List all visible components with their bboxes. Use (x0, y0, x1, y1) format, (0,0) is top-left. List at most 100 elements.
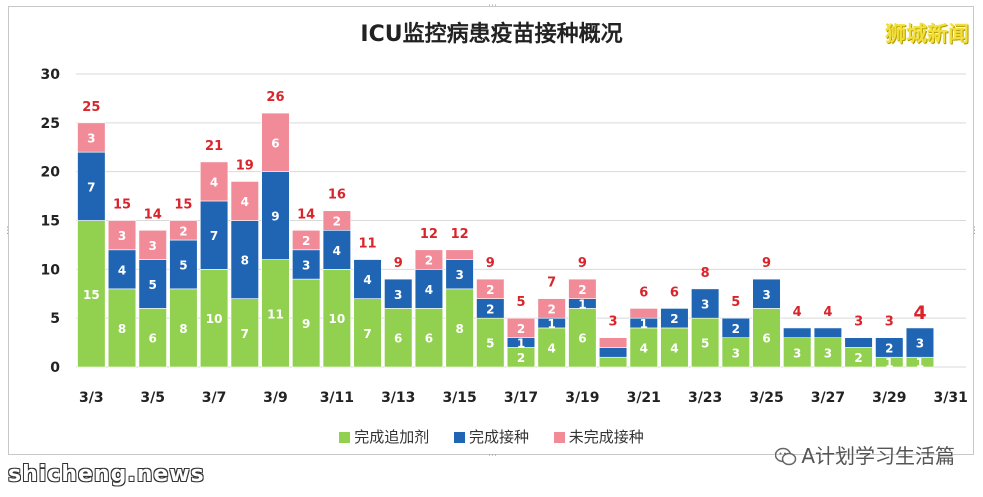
bar-total-label: 4 (823, 305, 832, 320)
bar-total-label: 16 (328, 188, 346, 203)
x-tick-label: 3/17 (504, 390, 538, 406)
bar-data-label: 1 (548, 317, 556, 331)
bar-segment (169, 288, 198, 368)
x-tick-label: 3/29 (872, 390, 906, 406)
bar-total-label: 14 (144, 207, 162, 222)
bar-segment (77, 220, 106, 368)
legend-label-booster: 完成追加剂 (354, 428, 430, 446)
bar-segment (905, 327, 935, 358)
bar-segment (414, 308, 444, 368)
bar-data-label: 6 (578, 332, 586, 346)
bar-segment (629, 327, 658, 368)
bar-segment (230, 181, 259, 221)
bar-segment (629, 308, 658, 319)
bar-segment (660, 327, 689, 368)
bar-data-label: 3 (149, 239, 157, 253)
bar-data-label: 8 (455, 322, 463, 336)
bar-total-label: 3 (854, 315, 863, 330)
bar-total-label: 3 (609, 315, 618, 330)
bar-segment (445, 259, 474, 290)
bar-segment (353, 259, 382, 299)
y-tick-label: 0 (50, 360, 60, 376)
bar-data-label: 1 (640, 317, 648, 331)
bar-data-label: 2 (486, 302, 494, 316)
bar-data-label: 4 (210, 175, 218, 189)
legend-label-complete: 完成接种 (468, 428, 529, 446)
bar-segment (169, 239, 198, 290)
bar-data-label: 2 (732, 322, 740, 336)
bar-segment (77, 151, 106, 221)
bar-segment (230, 220, 259, 299)
bar-data-label: 5 (179, 258, 187, 272)
bar-segment (107, 249, 137, 290)
bar-data-label: 3 (824, 346, 832, 360)
resize-handle-right[interactable]: ⋮ (970, 226, 979, 236)
bar-data-label: 7 (363, 327, 371, 341)
bar-data-label: 1 (916, 356, 924, 370)
bar-total-label: 4 (793, 305, 802, 320)
bar-data-label: 8 (118, 322, 126, 336)
bar-segment (353, 298, 382, 368)
bar-segment (169, 220, 198, 241)
wechat-label: A计划学习生活篇 (801, 444, 955, 468)
bar-segment (537, 327, 566, 368)
x-tick-label: 3/9 (263, 390, 288, 406)
bar-data-label: 3 (732, 346, 740, 360)
bar-total-label: 21 (205, 139, 223, 154)
bar-segment (138, 308, 167, 368)
bar-segment (107, 220, 137, 251)
legend-swatch-booster (339, 432, 351, 443)
bar-total-label: 5 (516, 295, 525, 310)
resize-handle-bottom[interactable]: ⋯ (488, 451, 497, 461)
bar-data-label: 2 (425, 254, 433, 268)
bar-data-label: 3 (118, 229, 126, 243)
bar-segment (261, 171, 290, 260)
bar-segment (660, 308, 689, 329)
bar-segment (598, 347, 628, 358)
bar-data-label: 7 (241, 327, 249, 341)
bar-data-label: 7 (87, 180, 95, 194)
legend-item-incomplete: 未完成接种 (553, 426, 644, 447)
bar-segment (537, 298, 566, 319)
bar-segment (199, 161, 229, 202)
bar-data-label: 1 (885, 356, 893, 370)
x-tick-label: 3/31 (933, 390, 967, 406)
bar-segment (414, 249, 444, 270)
y-tick-label: 25 (41, 116, 60, 132)
bar-data-label: 15 (83, 288, 100, 302)
bar-segment (230, 298, 259, 368)
bar-segment (691, 288, 720, 319)
bar-data-label: 2 (333, 215, 341, 229)
bar-data-label: 5 (486, 337, 494, 351)
bar-data-label: 2 (578, 283, 586, 297)
bar-total-label: 9 (394, 256, 403, 271)
bar-segment (384, 308, 413, 368)
bar-data-label: 4 (670, 341, 678, 355)
bar-segment (783, 337, 812, 368)
bar-data-label: 9 (271, 210, 279, 224)
resize-handle-left[interactable]: ⋮ (3, 226, 12, 236)
resize-handle-top[interactable]: ⋯ (488, 1, 497, 11)
bar-data-label: 3 (701, 298, 709, 312)
bar-data-label: 2 (517, 322, 525, 336)
bar-data-label: 3 (762, 288, 770, 302)
bar-segment (813, 327, 843, 338)
bar-segment (752, 278, 781, 309)
bar-data-label: 3 (916, 337, 924, 351)
bar-data-label: 6 (271, 136, 279, 150)
source-watermark: shicheng.news (8, 462, 205, 487)
bar-total-label: 8 (701, 266, 710, 281)
bar-total-label: 26 (266, 90, 284, 105)
y-tick-label: 30 (41, 67, 61, 83)
bar-segment (598, 356, 628, 368)
bar-segment (107, 288, 137, 368)
legend-item-complete: 完成接种 (453, 426, 529, 447)
wechat-signature: A计划学习生活篇 (775, 440, 955, 472)
bar-data-label: 2 (302, 234, 310, 248)
x-tick-label: 3/25 (749, 390, 783, 406)
bar-segment (199, 269, 229, 368)
bar-total-label: 11 (359, 237, 377, 252)
bar-data-label: 6 (762, 332, 770, 346)
bar-data-label: 2 (548, 302, 556, 316)
bar-segment (476, 317, 505, 368)
